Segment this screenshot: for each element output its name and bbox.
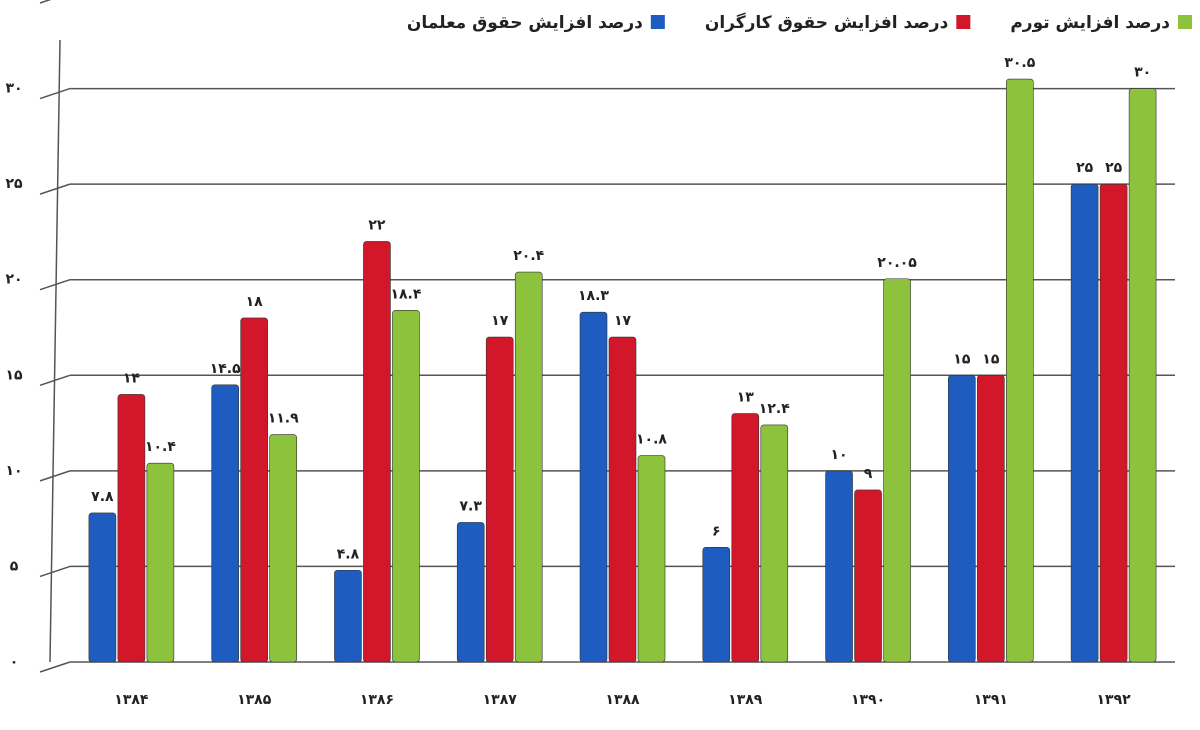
legend-label: درصد افزایش حقوق کارگران — [705, 12, 949, 33]
value-label: ۶ — [712, 523, 721, 539]
y-tick-label: ۵ — [10, 558, 19, 574]
value-label: ۹ — [864, 466, 873, 482]
value-label: ۲۵ — [1105, 160, 1123, 176]
x-tick-label: ۱۳۸۹ — [728, 692, 763, 708]
value-label: ۲۵ — [1076, 160, 1094, 176]
legend-swatch — [1178, 15, 1192, 29]
value-label: ۱۲.۴ — [759, 401, 790, 417]
value-label: ۳۰ — [1134, 65, 1151, 81]
value-label: ۱۵ — [982, 351, 1000, 367]
value-label: ۱۰.۴ — [145, 439, 176, 455]
bar — [456, 522, 485, 663]
bar — [1070, 183, 1099, 663]
value-label: ۱۱.۹ — [268, 411, 299, 427]
x-tick-label: ۱۳۹۱ — [974, 692, 1008, 708]
bar — [269, 434, 297, 663]
x-tick-label: ۱۳۸۸ — [605, 692, 640, 708]
bar — [977, 374, 1005, 663]
x-tick-label: ۱۳۹۲ — [1097, 692, 1132, 708]
bar — [117, 394, 146, 663]
grid-line — [39, 565, 71, 578]
value-label: ۲۰.۴ — [513, 248, 544, 264]
y-axis — [49, 39, 61, 663]
value-label: ۱۸.۴ — [390, 286, 421, 302]
bar — [637, 455, 666, 663]
y-tick-label: ۱۵ — [5, 367, 23, 383]
value-label: ۲۰.۰۵ — [877, 255, 917, 271]
legend-swatch — [956, 15, 971, 29]
value-label: ۴.۸ — [337, 546, 360, 562]
bar — [146, 462, 175, 663]
bar — [883, 278, 911, 663]
grid-line — [39, 374, 71, 386]
y-tick-label: ۲۵ — [5, 176, 23, 192]
y-tick-label: ۰ — [10, 654, 19, 670]
bar — [514, 271, 543, 663]
x-tick-label: ۱۳۹۰ — [851, 692, 885, 708]
bar — [608, 336, 637, 663]
bar — [485, 336, 514, 663]
x-tick-label: ۱۳۸۷ — [483, 692, 518, 708]
value-label: ۱۰ — [831, 447, 848, 463]
grid-line — [39, 0, 52, 4]
bar — [854, 489, 882, 663]
value-label: ۷.۳ — [460, 498, 483, 514]
y-tick-label: ۳۵ — [5, 0, 23, 1]
bar — [948, 374, 976, 663]
bar — [579, 311, 608, 663]
legend-swatch — [650, 15, 665, 29]
grid-line — [39, 279, 71, 291]
y-tick-label: ۳۰ — [5, 81, 22, 97]
value-label: ۱۴ — [123, 370, 141, 386]
bar — [825, 470, 853, 663]
value-label: ۱۰.۸ — [636, 432, 667, 448]
grid-line — [39, 87, 71, 100]
grid-line — [39, 183, 71, 195]
value-label: ۱۷ — [491, 313, 509, 329]
bar — [363, 241, 391, 663]
y-tick-label: ۲۰ — [5, 272, 22, 288]
bar — [731, 413, 760, 663]
bar — [334, 569, 362, 663]
y-tick-label: ۱۰ — [5, 463, 22, 479]
value-label: ۱۴.۵ — [210, 361, 241, 377]
grid-line — [39, 661, 71, 673]
bar — [240, 317, 268, 663]
bar — [1006, 78, 1034, 663]
bar — [760, 424, 789, 663]
value-label: ۱۸ — [246, 294, 264, 310]
value-label: ۱۵ — [953, 351, 971, 367]
value-label: ۷.۸ — [91, 489, 114, 505]
value-label: ۱۳ — [737, 390, 755, 406]
value-label: ۲۲ — [368, 217, 386, 233]
value-label: ۳۰.۵ — [1004, 55, 1035, 71]
x-tick-label: ۱۳۸۴ — [114, 692, 149, 708]
value-label: ۱۷ — [614, 313, 632, 329]
bar — [88, 512, 117, 663]
bar — [392, 309, 420, 663]
x-tick-label: ۱۳۸۶ — [360, 692, 394, 708]
bar — [1099, 183, 1128, 663]
x-tick-label: ۱۳۸۵ — [237, 692, 272, 708]
value-label: ۱۸.۳ — [578, 288, 609, 304]
legend-label: درصد افزایش حقوق معلمان — [407, 13, 643, 33]
bar — [1128, 88, 1157, 663]
bar — [211, 384, 239, 663]
legend-label: درصد افزایش تورم — [1010, 13, 1170, 33]
bar — [702, 547, 731, 663]
grid-line — [39, 470, 71, 482]
